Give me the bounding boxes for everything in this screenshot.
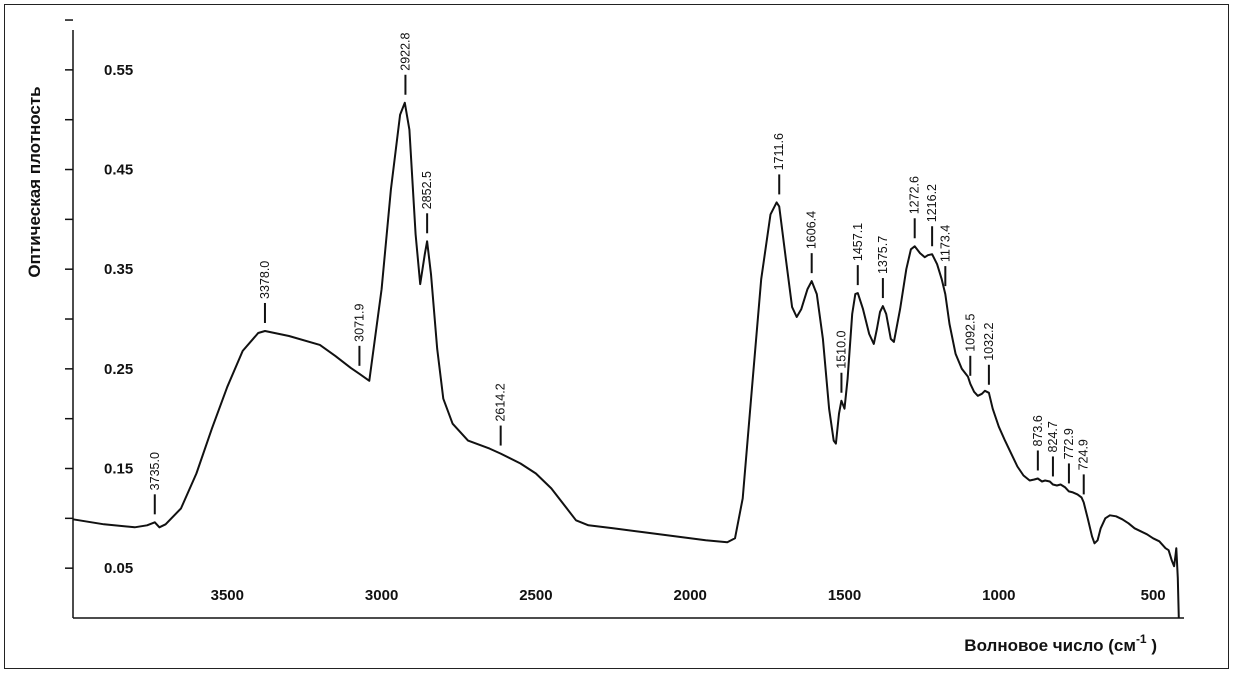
y-tick-label: 0.35 [104, 261, 133, 278]
x-axis-title-close: ) [1147, 636, 1157, 655]
peak-annotation: 1375.7 [876, 236, 890, 299]
peak-label: 1032.2 [982, 322, 996, 360]
chart-frame [4, 4, 1229, 669]
peak-label: 3735.0 [148, 452, 162, 490]
x-axis-title-main: Волновое число (см [964, 636, 1136, 655]
peak-annotation: 1711.6 [772, 133, 786, 195]
peak-annotation: 873.6 [1031, 415, 1045, 471]
peak-label: 1272.6 [908, 176, 922, 214]
peak-label: 2852.5 [420, 171, 434, 209]
x-tick-label: 500 [1141, 587, 1166, 604]
peak-label: 1216.2 [925, 184, 939, 222]
peak-label: 724.9 [1077, 439, 1091, 470]
spectrum-line [72, 101, 1180, 619]
x-tick-label: 3000 [365, 587, 398, 604]
y-tick-label: 0.45 [104, 162, 133, 179]
peak-label: 3071.9 [352, 304, 366, 342]
y-tick-label: 0.55 [104, 62, 133, 79]
peak-annotation: 1173.4 [938, 225, 952, 287]
peak-annotations: 3735.0 3378.0 3071.9 2922.8 2852.5 2614.2 1711… [148, 32, 1091, 515]
peak-annotation: 2922.8 [398, 32, 412, 95]
y-tick-label: 0.05 [104, 560, 133, 577]
peak-label: 1092.5 [963, 314, 977, 352]
peak-label: 772.9 [1062, 428, 1076, 459]
y-tick-label: 0.25 [104, 361, 133, 378]
peak-annotation: 1606.4 [805, 211, 819, 274]
x-axis-title-superscript: -1 [1136, 632, 1147, 646]
x-tick-label: 2000 [674, 587, 707, 604]
peak-label: 1457.1 [851, 223, 865, 261]
peak-annotation: 3378.0 [258, 261, 272, 323]
peak-label: 824.7 [1046, 421, 1060, 452]
y-axis-title: Оптическая плотность [25, 86, 44, 277]
peak-label: 2922.8 [398, 32, 412, 70]
peak-annotation: 1032.2 [982, 322, 996, 385]
peak-annotation: 2852.5 [420, 171, 434, 234]
x-tick-label: 1000 [982, 587, 1015, 604]
y-ticks: 0.05 0.15 0.25 0.35 0.45 0.55 [65, 19, 133, 577]
x-tick-label: 2500 [519, 587, 552, 604]
peak-label: 1173.4 [938, 225, 952, 262]
peak-annotation: 1457.1 [851, 223, 865, 286]
x-axis-title: Волновое число (см-1 ) [964, 632, 1157, 655]
peak-label: 1375.7 [876, 236, 890, 274]
x-tick-label: 3500 [211, 587, 244, 604]
peak-annotation: 2614.2 [494, 383, 508, 446]
peak-annotation: 824.7 [1046, 421, 1060, 477]
peak-annotation: 1272.6 [908, 176, 922, 239]
x-tick-label: 1500 [828, 587, 861, 604]
peak-label: 3378.0 [258, 261, 272, 299]
peak-label: 1711.6 [772, 133, 786, 170]
x-ticks: 3500 3000 2500 2000 1500 1000 500 [211, 587, 1166, 604]
peak-annotation: 724.9 [1077, 439, 1091, 495]
peak-annotation: 772.9 [1062, 428, 1076, 484]
peak-annotation: 1510.0 [834, 330, 848, 393]
peak-label: 873.6 [1031, 415, 1045, 446]
y-tick-label: 0.15 [104, 461, 133, 478]
peak-annotation: 1216.2 [925, 184, 939, 247]
peak-label: 1510.0 [834, 330, 848, 368]
peak-label: 1606.4 [805, 211, 819, 249]
peak-annotation: 3735.0 [148, 452, 162, 515]
peak-annotation: 1092.5 [963, 314, 977, 376]
peak-label: 2614.2 [494, 383, 508, 421]
peak-annotation: 3071.9 [352, 304, 366, 366]
